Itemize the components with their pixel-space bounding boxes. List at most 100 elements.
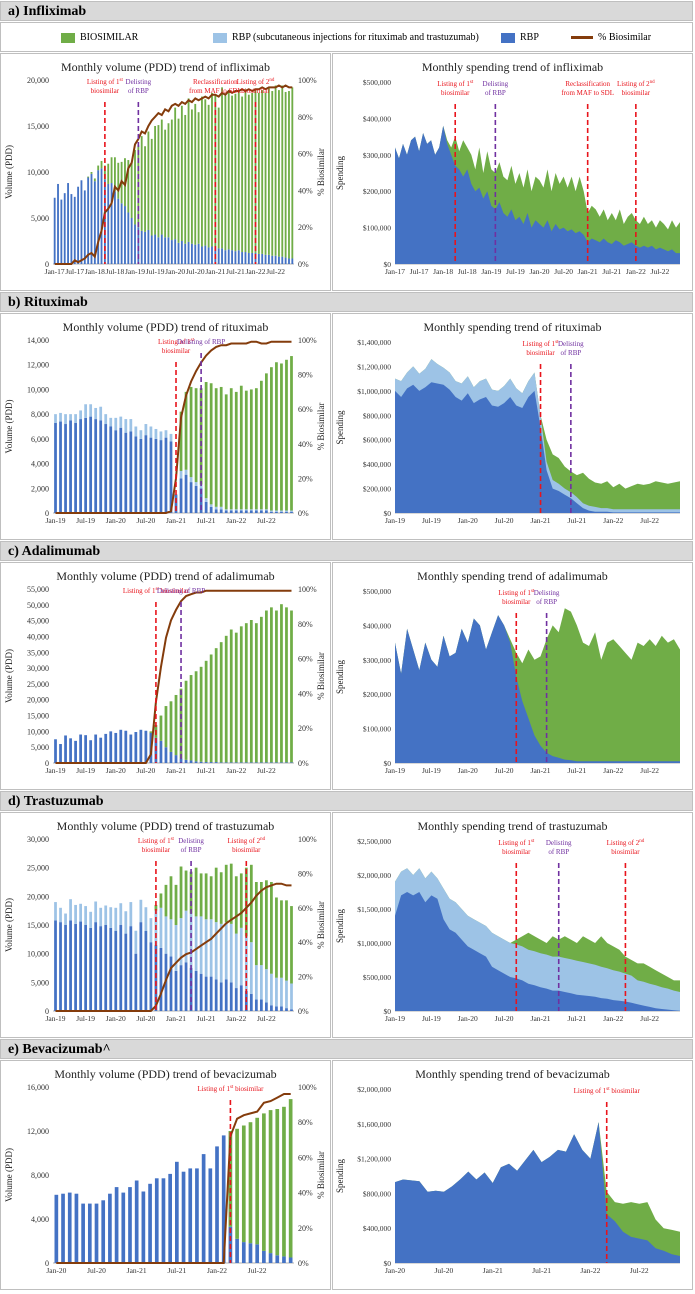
bar-biosimilar [187,98,190,242]
x-tick-label: Jan-21 [166,766,186,775]
bar-rbp-subq [69,899,72,921]
x-tick-label: Jan-20 [46,1266,66,1275]
bar-rbp [174,239,177,264]
bar-rbp [221,1135,226,1263]
bar-rbp [134,436,138,513]
bar-rbp [160,234,163,264]
bar-rbp [270,762,273,763]
bar-biosimilar [164,884,168,917]
chart-legend: BIOSIMILAR RBP (subcutaneous injections … [0,22,693,52]
bar-biosimilar [270,607,273,763]
y-tick-label: $1,200,000 [357,362,391,371]
event-marker-label: biosimilar [526,349,555,357]
chart-bevacizumab-volume: Monthly volume (PDD) trend of bevacizuma… [4,1067,326,1275]
bar-biosimilar [280,604,283,763]
bar-rbp [204,762,208,763]
bar-rbp-subq [114,417,118,431]
x-tick-label: Jul-22 [640,1014,659,1023]
bar-rbp [234,251,237,264]
x-tick-label: Jul-20 [137,766,156,775]
bar-rbp [141,1191,146,1263]
bar-rbp [201,246,203,264]
bar-biosimilar [280,900,283,978]
bar-biosimilar [254,90,257,253]
event-marker-label: from MAF to SDL [561,89,614,97]
bar-rbp [244,510,248,513]
x-tick-label: Jan-20 [165,267,185,276]
bar-rbp [278,256,280,264]
bar-rbp [167,237,170,264]
y-tick-label: $400,000 [363,114,391,123]
y-tick-label: 4,000 [31,1215,49,1224]
bar-biosimilar [204,873,208,920]
bar-biosimilar [167,123,170,238]
y2-tick-label: 40% [298,440,313,449]
y2-axis-title: % Biosimilar [316,901,326,949]
chart-title: Monthly volume (PDD) trend of rituximab [63,320,269,334]
bar-biosimilar [219,386,223,507]
y-tick-label: 4,000 [31,460,49,469]
y-tick-label: $600,000 [363,436,391,445]
x-tick-label: Jul-17 [65,267,84,276]
bar-rbp [249,510,253,513]
bar-rbp [234,510,238,513]
bar-rbp-subq [84,906,88,925]
bar-rbp [204,976,208,1011]
bar-rbp [217,248,220,264]
bar-rbp-subq [74,414,77,423]
y2-tick-label: 100% [298,76,317,85]
bar-biosimilar [204,382,208,499]
bar-rbp [154,1178,159,1263]
legend-rbp-subq: RBP (subcutaneous injections for rituxim… [213,32,479,43]
x-tick-label: Jan-20 [106,1014,126,1023]
bar-rbp [285,511,288,513]
bar-rbp [247,252,250,264]
y-tick-label: $1,000,000 [357,939,391,948]
y2-axis-title: % Biosimilar [316,652,326,700]
bar-biosimilar [214,388,218,507]
bar-rbp-subq [290,983,293,1010]
bar-rbp-subq [254,509,258,511]
bar-rbp-subq [74,904,77,924]
x-tick-label: Jan-22 [603,516,623,525]
bar-biosimilar [248,1122,253,1244]
bar-rbp [124,730,128,763]
x-tick-label: Jan-20 [458,766,478,775]
panel-trastuzumab-volume: Monthly volume (PDD) trend of trastuzuma… [0,812,331,1038]
bar-rbp-subq [209,919,213,977]
bar-rbp [87,177,90,264]
x-tick-label: Jul-19 [146,267,165,276]
y-tick-label: 25,000 [27,864,49,873]
chart-infliximab-spending: Monthly spending trend of infliximab $0 $1… [335,60,680,276]
bar-rbp-subq [224,509,228,511]
bar-rbp [119,925,123,1011]
x-tick-label: Jan-18 [85,267,105,276]
x-tick-label: Jan-19 [46,766,66,775]
y2-tick-label: 100% [298,585,317,594]
bar-rbp-subq [119,416,123,428]
x-tick-label: Jul-21 [532,1266,551,1275]
pct-biosimilar-line [55,882,292,1012]
y2-tick-label: 100% [298,336,317,345]
y-tick-label: 8,000 [31,1171,49,1180]
bar-biosimilar [117,162,120,199]
x-tick-label: Jan-22 [226,766,246,775]
x-tick-label: Jul-21 [197,1014,216,1023]
event-marker-label: Listing of 1st biosimilar [123,587,190,595]
bar-biosimilar [199,873,203,917]
bar-biosimilar [169,701,173,752]
bar-rbp [170,240,173,264]
bar-biosimilar [285,359,288,511]
y-tick-label: 5,000 [31,743,49,752]
bar-biosimilar [241,1125,246,1243]
bar-rbp-subq [124,419,128,433]
y2-tick-label: 20% [298,223,313,232]
bar-biosimilar [211,92,213,247]
y-tick-label: 25,000 [27,680,49,689]
bar-rbp-subq [169,919,173,957]
y2-tick-label: 40% [298,689,313,698]
bar-rbp [290,1009,293,1011]
bar-rbp [59,744,62,763]
y-tick-label: $500,000 [363,587,391,596]
bar-biosimilar [235,1128,239,1239]
